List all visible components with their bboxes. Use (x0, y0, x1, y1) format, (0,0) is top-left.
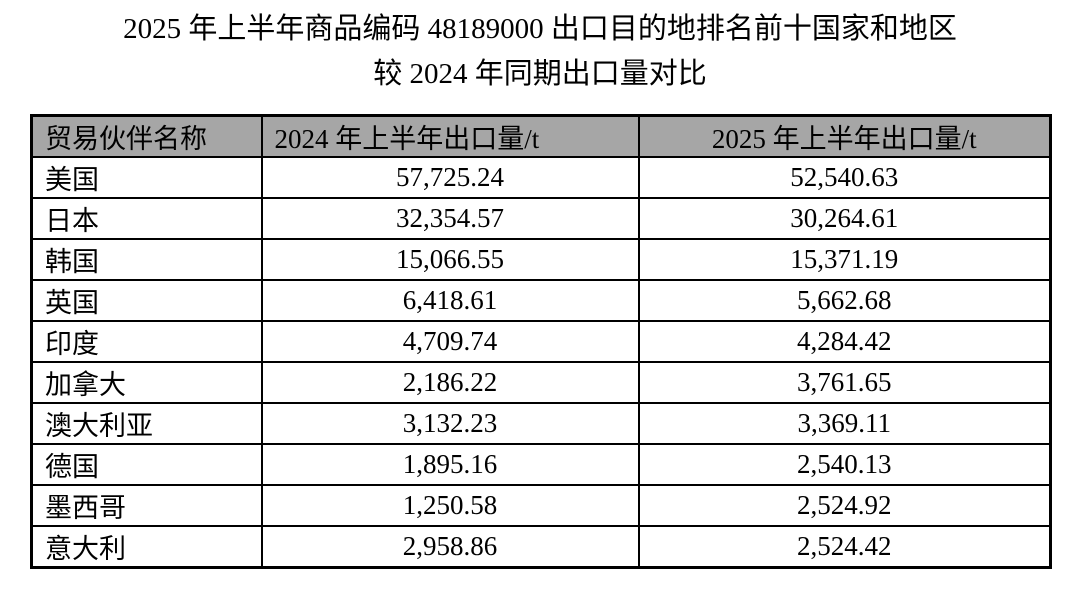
export-2024-cell: 1,895.16 (260, 443, 640, 486)
export-2024-cell: 2,186.22 (260, 361, 640, 404)
partner-name-cell: 意大利 (30, 525, 263, 569)
export-2024-cell: 4,709.74 (260, 320, 640, 363)
partner-name-cell: 英国 (30, 279, 263, 322)
table-row: 美国 57,725.24 52,540.63 (30, 156, 1052, 199)
partner-name-cell: 墨西哥 (30, 484, 263, 527)
export-2024-cell: 2,958.86 (260, 525, 640, 569)
table-row: 德国 1,895.16 2,540.13 (30, 443, 1052, 486)
table-row: 英国 6,418.61 5,662.68 (30, 279, 1052, 322)
table-body: 美国 57,725.24 52,540.63 日本 32,354.57 30,2… (30, 156, 1052, 569)
export-2025-cell: 4,284.42 (637, 320, 1052, 363)
partner-name-cell: 德国 (30, 443, 263, 486)
partner-name-cell: 印度 (30, 320, 263, 363)
export-2025-cell: 2,524.42 (637, 525, 1052, 569)
export-2025-cell: 3,761.65 (637, 361, 1052, 404)
export-2025-cell: 30,264.61 (637, 197, 1052, 240)
table-row: 加拿大 2,186.22 3,761.65 (30, 361, 1052, 404)
document-title: 2025 年上半年商品编码 48189000 出口目的地排名前十国家和地区 较 … (0, 0, 1080, 97)
table-row: 墨西哥 1,250.58 2,524.92 (30, 484, 1052, 527)
page-title-line1: 2025 年上半年商品编码 48189000 出口目的地排名前十国家和地区 (123, 13, 957, 45)
export-2025-cell: 52,540.63 (637, 156, 1052, 199)
partner-name-cell: 澳大利亚 (30, 402, 263, 445)
partner-name-cell: 美国 (30, 156, 263, 199)
page-title-line2: 较 2024 年同期出口量对比 (373, 58, 707, 90)
export-2025-cell: 2,540.13 (637, 443, 1052, 486)
partner-name-cell: 加拿大 (30, 361, 263, 404)
export-2024-cell: 3,132.23 (260, 402, 640, 445)
column-header-partner: 贸易伙伴名称 (30, 114, 263, 158)
export-2024-cell: 57,725.24 (260, 156, 640, 199)
export-2025-cell: 5,662.68 (637, 279, 1052, 322)
export-2024-cell: 6,418.61 (260, 279, 640, 322)
partner-name-cell: 韩国 (30, 238, 263, 281)
table-row: 澳大利亚 3,132.23 3,369.11 (30, 402, 1052, 445)
table-row: 印度 4,709.74 4,284.42 (30, 320, 1052, 363)
export-2024-cell: 1,250.58 (260, 484, 640, 527)
table-row: 意大利 2,958.86 2,524.42 (30, 525, 1052, 569)
export-2024-cell: 32,354.57 (260, 197, 640, 240)
table-header-row: 贸易伙伴名称 2024 年上半年出口量/t 2025 年上半年出口量/t (30, 114, 1052, 158)
table-header: 贸易伙伴名称 2024 年上半年出口量/t 2025 年上半年出口量/t (30, 114, 1052, 158)
export-comparison-table: 贸易伙伴名称 2024 年上半年出口量/t 2025 年上半年出口量/t 美国 … (30, 114, 1052, 569)
column-header-2024: 2024 年上半年出口量/t (260, 114, 640, 158)
export-2024-cell: 15,066.55 (260, 238, 640, 281)
table-row: 日本 32,354.57 30,264.61 (30, 197, 1052, 240)
column-header-2025: 2025 年上半年出口量/t (637, 114, 1052, 158)
export-2025-cell: 15,371.19 (637, 238, 1052, 281)
export-2025-cell: 3,369.11 (637, 402, 1052, 445)
table-row: 韩国 15,066.55 15,371.19 (30, 238, 1052, 281)
partner-name-cell: 日本 (30, 197, 263, 240)
export-2025-cell: 2,524.92 (637, 484, 1052, 527)
